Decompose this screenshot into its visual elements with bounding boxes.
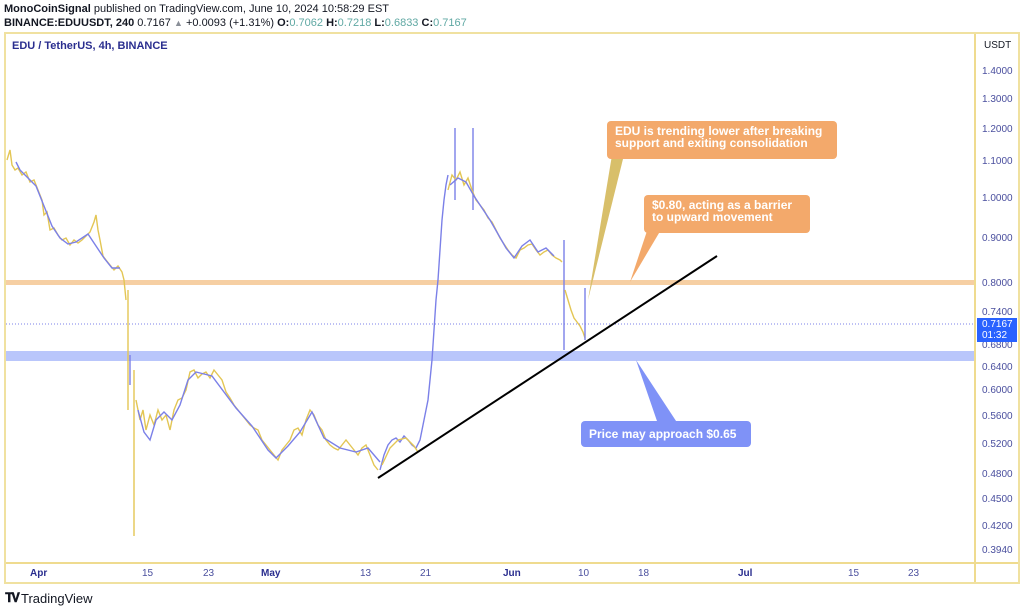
callout-trending-lower[interactable]: EDU is trending lower after breaking sup… bbox=[607, 121, 837, 159]
tradingview-logo[interactable]: 𝐓𝐕 TradingView bbox=[5, 590, 93, 606]
price-change: +0.0093 (+1.31%) bbox=[185, 17, 275, 29]
low-value: 0.6833 bbox=[384, 17, 419, 29]
y-tick: 0.5200 bbox=[982, 439, 1013, 450]
callout-text-line: $0.80, acting as a barrier bbox=[652, 198, 793, 212]
x-tick: May bbox=[261, 568, 281, 579]
chart-plot-area[interactable] bbox=[6, 34, 974, 562]
y-tick: 0.3940 bbox=[982, 545, 1013, 556]
y-tick: 0.6000 bbox=[982, 385, 1013, 396]
y-tick: 1.1000 bbox=[982, 156, 1013, 167]
publish-info: MonoCoinSignal published on TradingView.… bbox=[4, 3, 389, 15]
callout-resistance-080[interactable]: $0.80, acting as a barrier to upward mov… bbox=[644, 195, 810, 233]
x-tick: 23 bbox=[908, 568, 920, 579]
callout-1-pointer bbox=[588, 155, 624, 300]
y-tick: 0.5600 bbox=[982, 411, 1013, 422]
y-tick: 0.6400 bbox=[982, 362, 1013, 373]
close-value: 0.7167 bbox=[433, 17, 467, 29]
y-tick: 1.4000 bbox=[982, 66, 1013, 77]
time-axis-separator bbox=[6, 562, 1018, 564]
y-tick: 0.9000 bbox=[982, 233, 1013, 244]
up-triangle-icon: ▲ bbox=[173, 18, 183, 28]
current-price-value: 0.7167 bbox=[982, 319, 1013, 330]
candles bbox=[6, 128, 586, 536]
x-tick: 13 bbox=[360, 568, 372, 579]
close-label: C: bbox=[421, 17, 434, 29]
tradingview-logo-icon: 𝐓𝐕 bbox=[5, 590, 20, 605]
price-axis-separator bbox=[974, 34, 976, 582]
symbol-info: BINANCE:EDUUSDT, 240 0.7167 ▲ +0.0093 (+… bbox=[4, 17, 467, 29]
callout-3-pointer bbox=[636, 360, 678, 424]
y-tick: 0.7400 bbox=[982, 307, 1013, 318]
open-label: O: bbox=[277, 17, 290, 29]
callout-text-line: Price may approach $0.65 bbox=[589, 427, 737, 441]
support-zone[interactable] bbox=[6, 351, 974, 361]
y-tick: 0.4800 bbox=[982, 469, 1013, 480]
symbol-name: BINANCE:EDUUSDT, 240 bbox=[4, 17, 135, 29]
published-text: published on TradingView.com, June 10, 2… bbox=[93, 3, 389, 15]
x-tick: 21 bbox=[420, 568, 432, 579]
chart-legend-title[interactable]: EDU / TetherUS, 4h, BINANCE bbox=[12, 40, 168, 52]
callout-text-line: support and exiting consolidation bbox=[615, 136, 808, 150]
callout-text-line: to upward movement bbox=[652, 210, 773, 224]
y-tick: 0.4500 bbox=[982, 494, 1013, 505]
high-label: H: bbox=[326, 17, 338, 29]
low-label: L: bbox=[374, 17, 385, 29]
x-tick: 15 bbox=[848, 568, 860, 579]
callout-target-065[interactable]: Price may approach $0.65 bbox=[581, 421, 751, 447]
price-axis-unit[interactable]: USDT bbox=[984, 40, 1012, 51]
author-name[interactable]: MonoCoinSignal bbox=[4, 3, 91, 15]
y-tick: 1.0000 bbox=[982, 193, 1013, 204]
y-tick: 0.4200 bbox=[982, 521, 1013, 532]
x-tick: Jun bbox=[503, 568, 521, 579]
open-value: 0.7062 bbox=[289, 17, 323, 29]
tradingview-brand-text: TradingView bbox=[21, 590, 93, 606]
current-price-label: 0.7167 01:32 bbox=[977, 318, 1017, 342]
last-price: 0.7167 bbox=[137, 17, 171, 29]
resistance-line[interactable] bbox=[6, 280, 974, 285]
x-tick: 23 bbox=[203, 568, 215, 579]
y-tick: 0.6800 bbox=[982, 340, 1013, 351]
y-tick: 1.3000 bbox=[982, 94, 1013, 105]
x-tick: Apr bbox=[30, 568, 48, 579]
trendline[interactable] bbox=[377, 255, 718, 479]
price-chart-svg bbox=[6, 128, 974, 536]
y-tick: 0.8000 bbox=[982, 278, 1013, 289]
x-tick: 15 bbox=[142, 568, 154, 579]
high-value: 0.7218 bbox=[337, 17, 372, 29]
chart-frame bbox=[4, 32, 1020, 584]
x-tick: 10 bbox=[578, 568, 590, 579]
callout-2-pointer bbox=[630, 228, 662, 282]
callout-text-line: EDU is trending lower after breaking bbox=[615, 124, 823, 138]
y-tick: 1.2000 bbox=[982, 124, 1013, 135]
bar-countdown: 01:32 bbox=[982, 330, 1008, 341]
x-tick: Jul bbox=[738, 568, 753, 579]
x-tick: 18 bbox=[638, 568, 650, 579]
